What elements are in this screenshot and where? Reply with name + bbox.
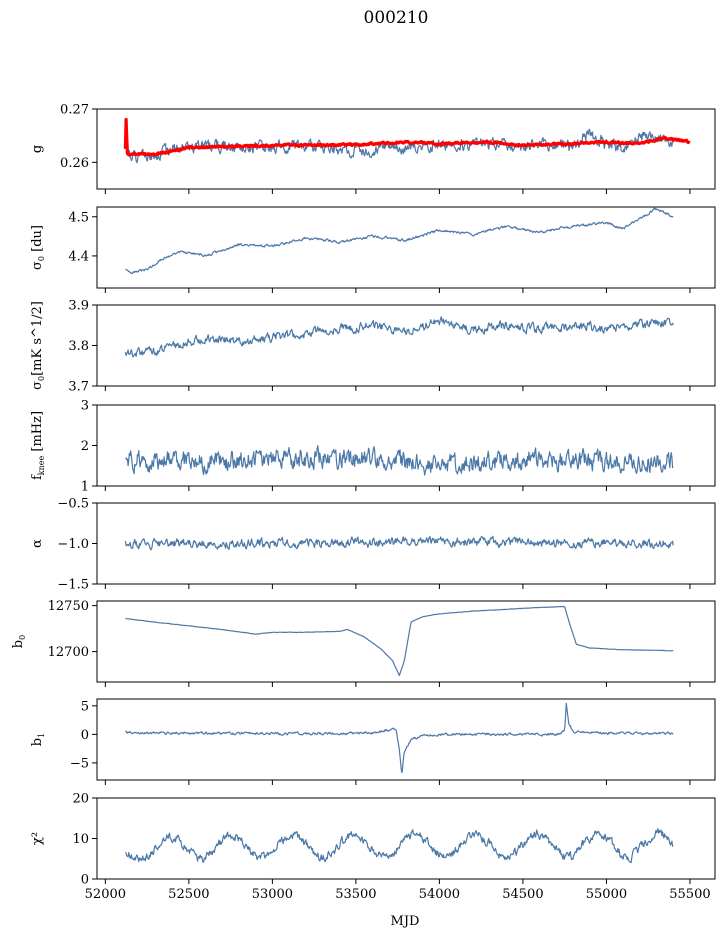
y-tick-label: 5 (81, 699, 89, 714)
panel-2: 3.7 3.8 3.9 σ0[mK s^1/2] (30, 299, 716, 395)
series-line-7-0 (125, 828, 674, 864)
y-tick-label: 2 (81, 439, 89, 454)
series-line-3-0 (125, 445, 674, 476)
x-tick-label: 53500 (335, 887, 376, 902)
y-tick-label: −1.5 (57, 578, 89, 593)
y-tick-label: 10 (72, 832, 89, 847)
x-tick-label: 52500 (168, 887, 209, 902)
axes-frame (96, 600, 716, 683)
series-line-6-0 (125, 702, 674, 774)
y-tick-label: 0 (81, 728, 89, 743)
y-tick-label: 4.4 (68, 249, 89, 264)
y-tick-label: 0.26 (60, 156, 89, 171)
panel-1: 4.4 4.5 σ0 [du] (30, 206, 716, 293)
x-tick-label: 53000 (252, 887, 293, 902)
axes-frame (96, 304, 716, 387)
y-tick-label: −1.0 (57, 537, 89, 552)
y-axis-label: g (30, 145, 45, 153)
y-axis-label: σ0 [du] (30, 225, 46, 270)
y-tick-label: −5 (70, 756, 89, 771)
panel-3: 1 2 3 fknee [mHz] (30, 399, 716, 495)
y-tick-label: 3.9 (68, 299, 89, 314)
panel-4: −1.5 −1.0 −0.5 α (30, 497, 716, 593)
x-axis-label: MJD (391, 914, 420, 929)
axes-frame (96, 206, 716, 289)
y-tick-label: 3.7 (68, 380, 89, 395)
y-tick-label: 3.8 (68, 339, 89, 354)
y-axis-label: χ² (30, 832, 45, 845)
series-line-4-0 (124, 535, 674, 551)
y-tick-label: 0.27 (60, 103, 89, 118)
series-line-0-0 (124, 128, 674, 164)
y-axis-label: σ0[mK s^1/2] (30, 301, 46, 390)
y-tick-label: 4.5 (68, 210, 89, 225)
axes-frame (96, 698, 716, 781)
y-tick-label: 20 (72, 792, 89, 807)
x-tick-label: 55000 (586, 887, 627, 902)
x-tick-label: 55500 (669, 887, 710, 902)
series-line-1-0 (125, 207, 674, 275)
panel-0: 0.26 0.27 g (30, 103, 716, 194)
y-tick-label: −0.5 (57, 497, 89, 512)
y-tick-label: 1 (81, 480, 89, 495)
series-line-0-1 (123, 117, 691, 157)
x-tick-label: 54500 (502, 887, 543, 902)
y-axis-label: b1 (30, 733, 46, 746)
series-line-2-0 (124, 316, 674, 358)
y-axis-label: fknee [mHz] (30, 411, 46, 480)
y-tick-label: 0 (81, 873, 89, 888)
y-tick-label: 3 (81, 399, 89, 414)
axes-frame (96, 797, 716, 880)
y-axis-label: b0 (11, 635, 27, 648)
axes-frame (96, 108, 716, 190)
panel-7: 52000 52500 53000 53500 54000 54500 55000 55500… (30, 792, 716, 902)
panels: 0.26 0.27 g 4.4 4.5 σ0 [du] 3.7 3.8 3.9 σ0[mK s^1… (11, 103, 716, 902)
x-tick-label: 52000 (85, 887, 126, 902)
axes-frame (96, 404, 716, 487)
x-tick-label: 54000 (419, 887, 460, 902)
figure-title: 000210 (364, 8, 429, 28)
series-line-5-0 (125, 605, 674, 677)
y-axis-label: α (30, 539, 45, 548)
y-tick-label: 12700 (48, 645, 89, 660)
panel-6: −5 0 5 b1 (30, 698, 716, 785)
y-tick-label: 12750 (48, 599, 89, 614)
panel-5: 12700 12750 b0 (11, 599, 716, 687)
